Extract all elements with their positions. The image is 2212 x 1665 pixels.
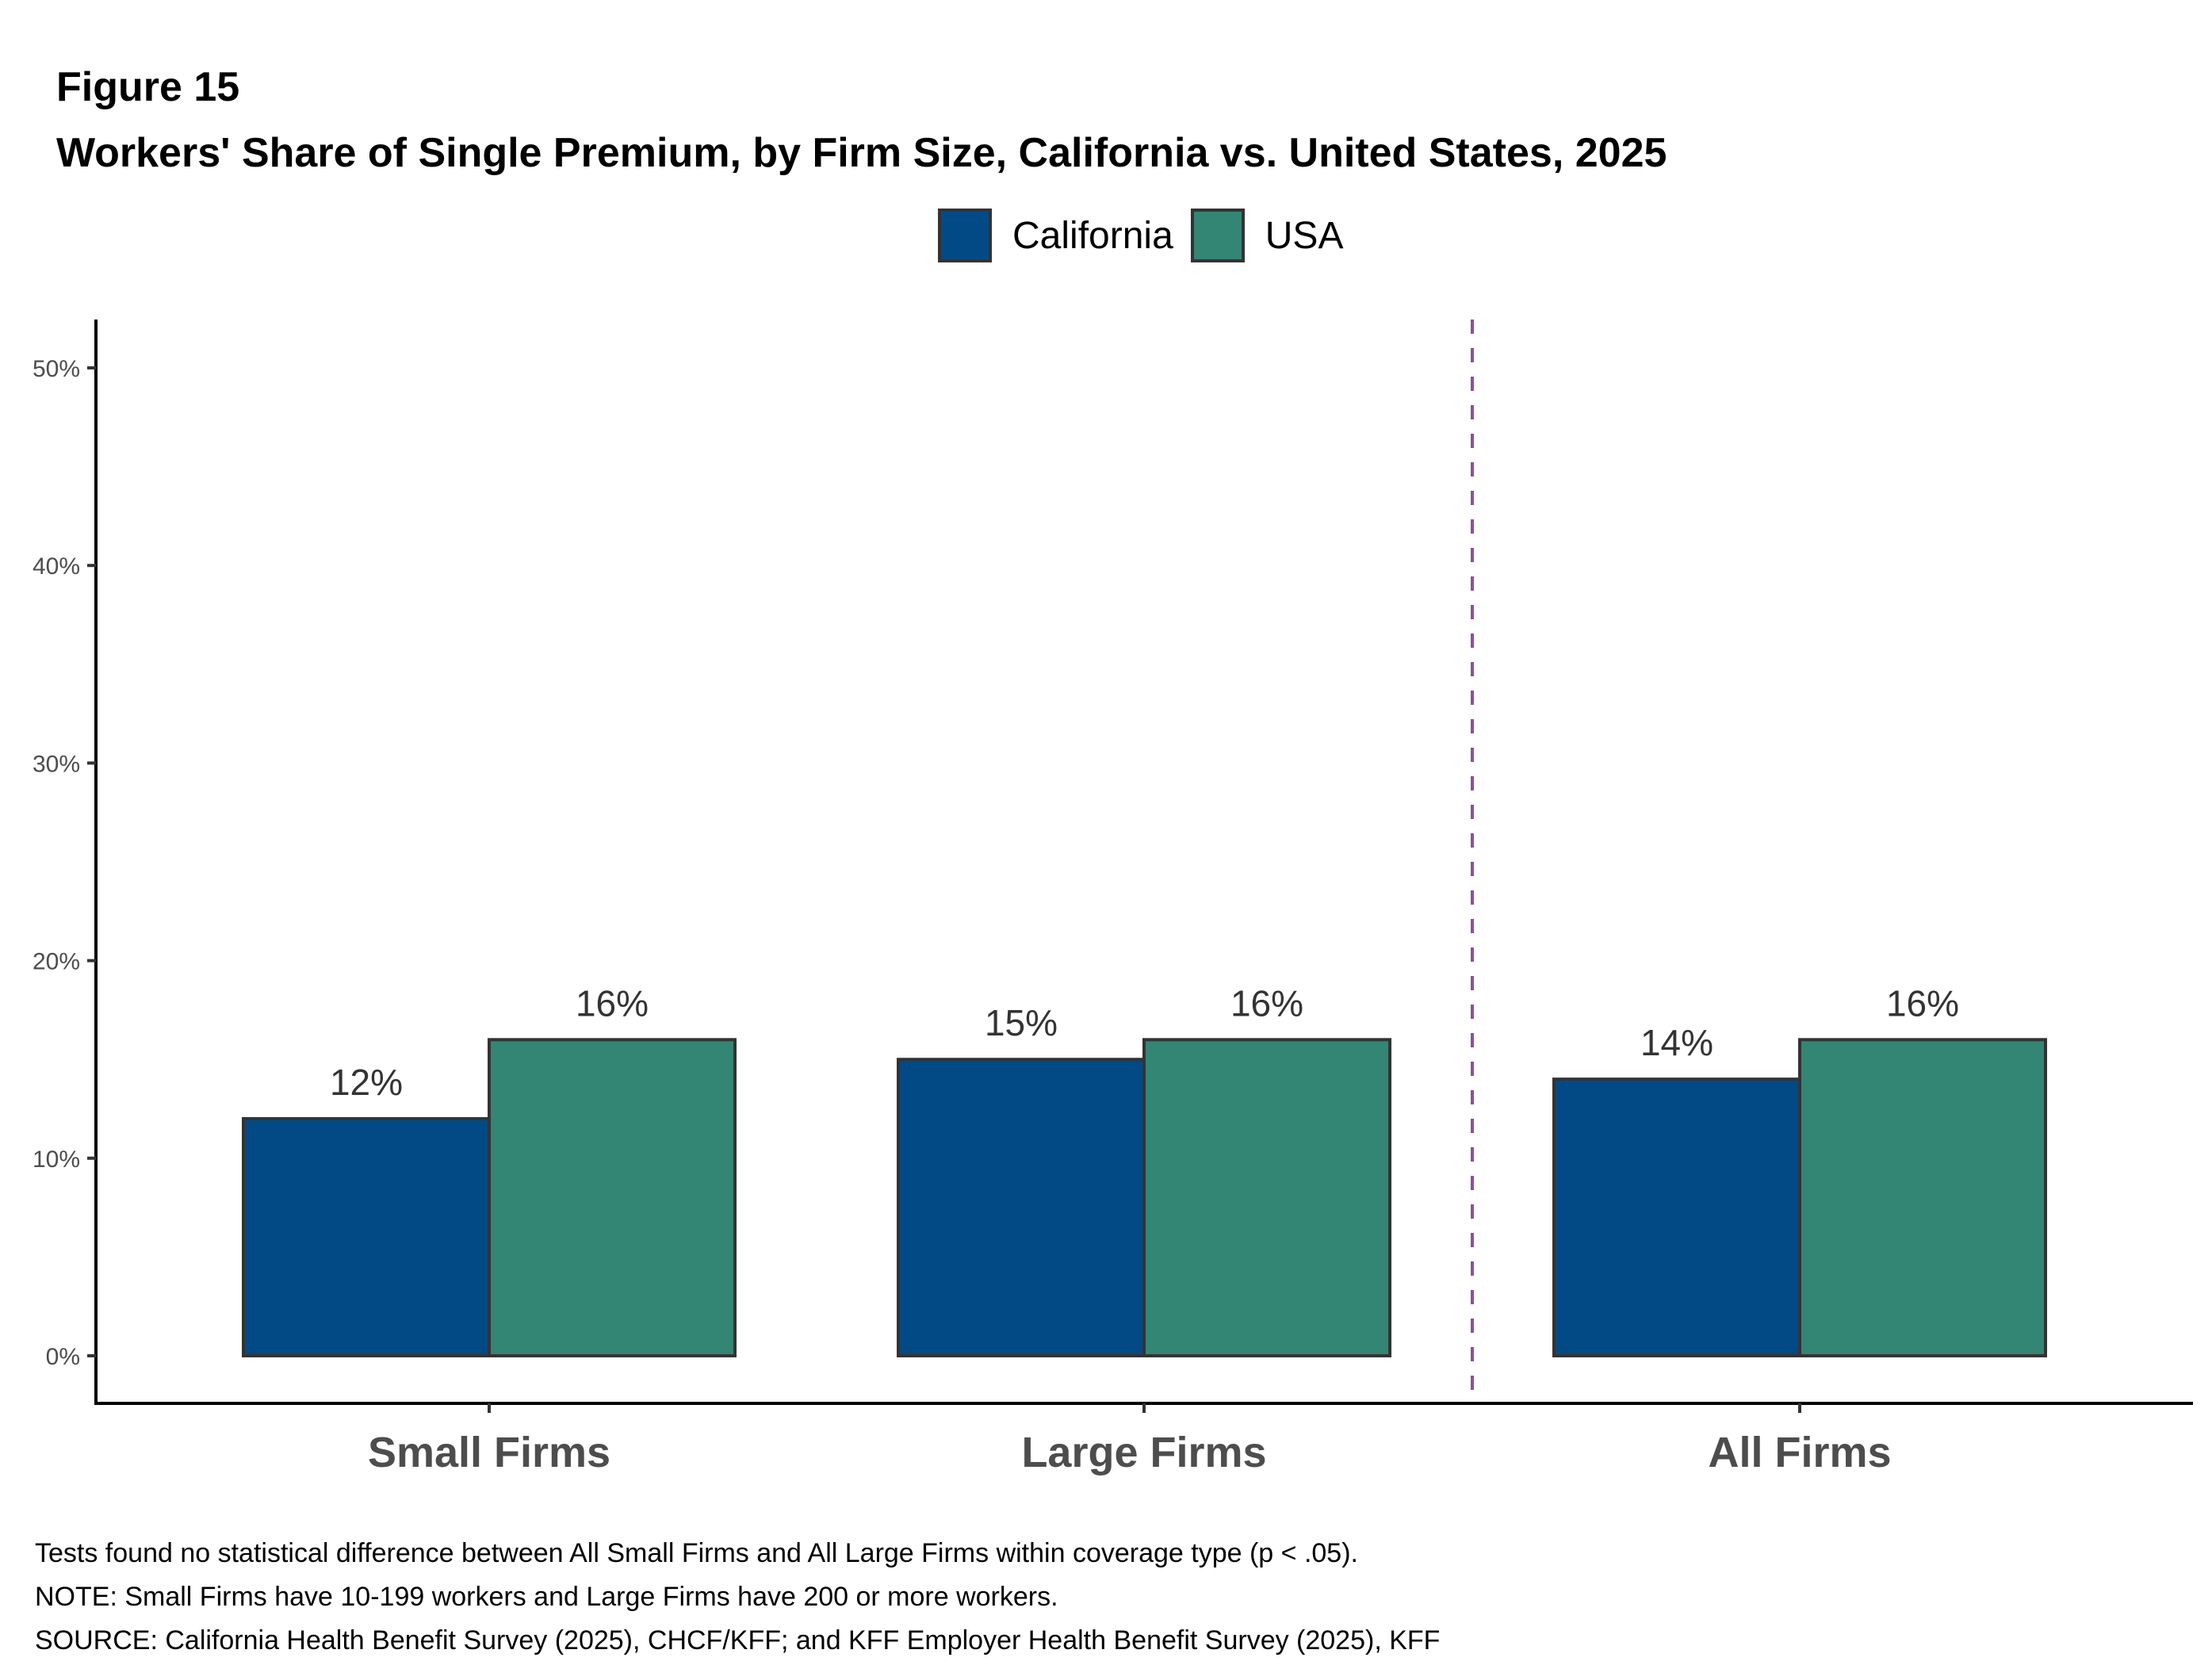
data-label: 14% [1640, 1022, 1713, 1063]
bar-usa-small-firms [488, 1038, 737, 1358]
bar-california-small-firms [242, 1116, 491, 1357]
y-tick-label: 10% [33, 1146, 80, 1173]
bar-usa-all-firms [1798, 1038, 2047, 1358]
x-tick-label: Small Firms [368, 1429, 610, 1476]
y-tick-label: 40% [33, 553, 80, 580]
y-tick-label: 0% [46, 1344, 80, 1370]
footnote-stat-test: Tests found no statistical difference be… [35, 1538, 1358, 1568]
data-label: 12% [330, 1062, 403, 1103]
y-tick-label: 50% [33, 356, 80, 382]
y-tick-label: 20% [33, 949, 80, 975]
legend-item-usa: USA [1190, 209, 1344, 262]
legend-item-california: California [938, 209, 1173, 262]
bar-california-large-firms [897, 1058, 1146, 1357]
figure-label: Figure 15 [56, 64, 240, 110]
footnote-source: SOURCE: California Health Benefit Survey… [35, 1625, 1441, 1655]
bar-usa-large-firms [1142, 1038, 1391, 1358]
legend-swatch-california [938, 209, 992, 262]
footnotes: Tests found no statistical difference be… [35, 1532, 1440, 1663]
data-label: 16% [1886, 982, 1959, 1024]
data-label: 15% [985, 1002, 1058, 1043]
bar-california-all-firms [1552, 1077, 1801, 1357]
data-label: 16% [576, 982, 649, 1024]
y-tick-label: 30% [33, 751, 80, 777]
legend-swatch-usa [1190, 209, 1245, 262]
legend-label-usa: USA [1265, 214, 1344, 257]
legend-label-california: California [1012, 214, 1173, 257]
x-tick-label: All Firms [1708, 1429, 1891, 1476]
chart-title: Workers' Share of Single Premium, by Fir… [56, 130, 1667, 176]
data-label: 16% [1230, 982, 1303, 1024]
footnote-note: NOTE: Small Firms have 10-199 workers an… [35, 1582, 1058, 1612]
legend: California USA [938, 209, 1360, 262]
x-tick-label: Large Firms [1021, 1429, 1266, 1476]
